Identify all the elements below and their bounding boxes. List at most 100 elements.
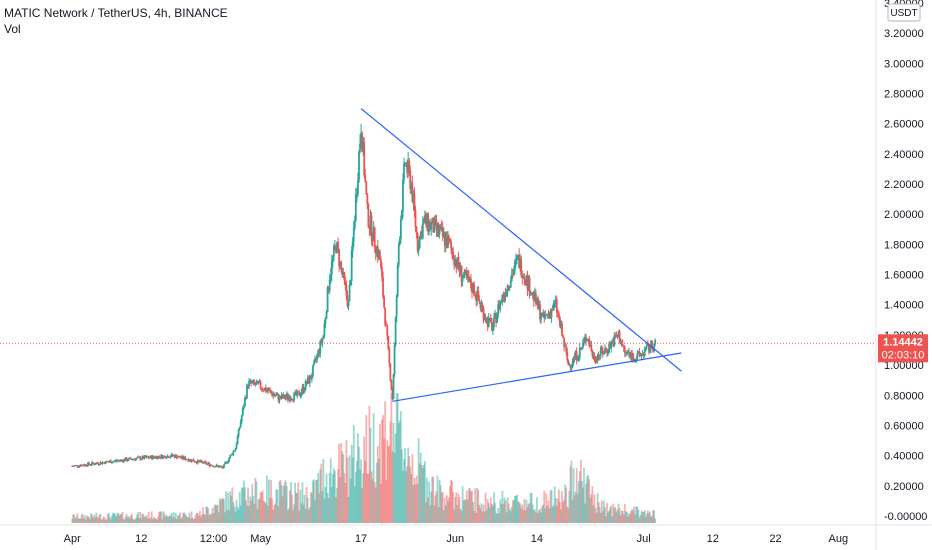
candle	[214, 465, 217, 468]
volume-bar	[130, 513, 133, 523]
candle	[248, 378, 250, 390]
candle-body	[190, 459, 193, 462]
volume-bar	[545, 493, 548, 523]
currency-badge[interactable]: USDT	[887, 3, 921, 22]
volume-bar	[136, 514, 139, 523]
candle-body	[304, 381, 307, 390]
volume-bar	[544, 508, 547, 523]
candle-body	[409, 170, 412, 190]
time-tick-label: 14	[531, 533, 543, 545]
candle	[193, 460, 196, 463]
candle-body	[427, 213, 429, 232]
candle-body	[470, 278, 472, 288]
candle-body	[253, 380, 256, 384]
candle	[458, 262, 461, 278]
candle-body	[474, 294, 477, 297]
candle-body	[285, 394, 288, 398]
trendline-ascending[interactable]	[392, 352, 682, 402]
volume-bar	[110, 519, 112, 523]
volume-bar	[257, 499, 260, 523]
candle	[133, 458, 135, 460]
volume-bar	[230, 495, 233, 523]
volume-bar	[129, 515, 132, 523]
candle-body	[112, 461, 114, 463]
candle	[160, 453, 163, 459]
candle	[359, 133, 361, 154]
candle	[635, 356, 638, 363]
volume-bar	[400, 449, 403, 523]
volume-bar	[380, 484, 382, 523]
candle-body	[493, 317, 495, 328]
candle	[415, 226, 418, 239]
candle	[578, 343, 581, 361]
candle	[489, 313, 492, 324]
candle-body	[130, 459, 133, 460]
candle	[217, 465, 220, 468]
candle	[285, 391, 288, 401]
trendlines[interactable]	[360, 108, 682, 402]
candle	[273, 392, 276, 397]
candle	[593, 352, 596, 363]
candle-body	[220, 466, 223, 468]
volume-bar	[383, 438, 386, 523]
volume-bar	[388, 445, 391, 523]
candle	[315, 357, 317, 364]
candle-body	[280, 394, 283, 399]
candle-body	[532, 292, 535, 301]
candle-body	[236, 436, 239, 445]
candle-body	[291, 399, 293, 400]
candle	[107, 460, 110, 463]
volume-bar	[641, 511, 644, 523]
candle-body	[104, 461, 107, 464]
candle-body	[510, 274, 513, 282]
trendline-descending[interactable]	[360, 108, 682, 372]
volume-bar	[309, 491, 312, 523]
candle-body	[520, 259, 523, 276]
candle-body	[315, 358, 317, 360]
candle	[351, 237, 354, 258]
candle	[354, 187, 357, 222]
volume-bar	[262, 500, 265, 523]
volume-bar	[515, 495, 517, 523]
volume-bar	[407, 447, 410, 523]
candle-body	[527, 277, 530, 290]
candle	[185, 458, 188, 461]
volume-bar	[306, 497, 309, 523]
candle	[323, 319, 326, 339]
candle	[365, 180, 368, 195]
candle-body	[554, 299, 557, 304]
candle	[409, 165, 412, 195]
candle	[182, 455, 185, 461]
volume-bar	[434, 495, 437, 523]
candle-body	[272, 394, 275, 396]
volume-bar	[634, 514, 637, 523]
candle	[358, 150, 360, 184]
candle-body	[197, 459, 200, 462]
candle	[575, 347, 578, 365]
candle-body	[546, 314, 549, 316]
candle-body	[382, 277, 384, 297]
candle-body	[364, 175, 367, 182]
candle-body	[575, 351, 578, 361]
volume-bar	[347, 496, 350, 523]
candle-body	[140, 459, 143, 460]
volume-bar	[532, 510, 535, 523]
candle-body	[494, 313, 496, 318]
candle	[255, 379, 258, 386]
candle	[457, 251, 460, 270]
candle-body	[270, 390, 272, 393]
volume-bar	[112, 512, 114, 523]
candle-body	[451, 248, 454, 253]
candle-body	[116, 460, 119, 462]
volume-bar	[459, 508, 462, 523]
candle-body	[283, 394, 286, 399]
candle-body	[367, 204, 370, 228]
volume-bar	[323, 498, 326, 523]
candle-body	[211, 465, 214, 467]
volume-bar	[373, 482, 376, 523]
volume-bar	[187, 517, 190, 523]
volume-bar	[184, 514, 187, 523]
volume-bar	[418, 463, 421, 523]
candle	[274, 393, 277, 398]
